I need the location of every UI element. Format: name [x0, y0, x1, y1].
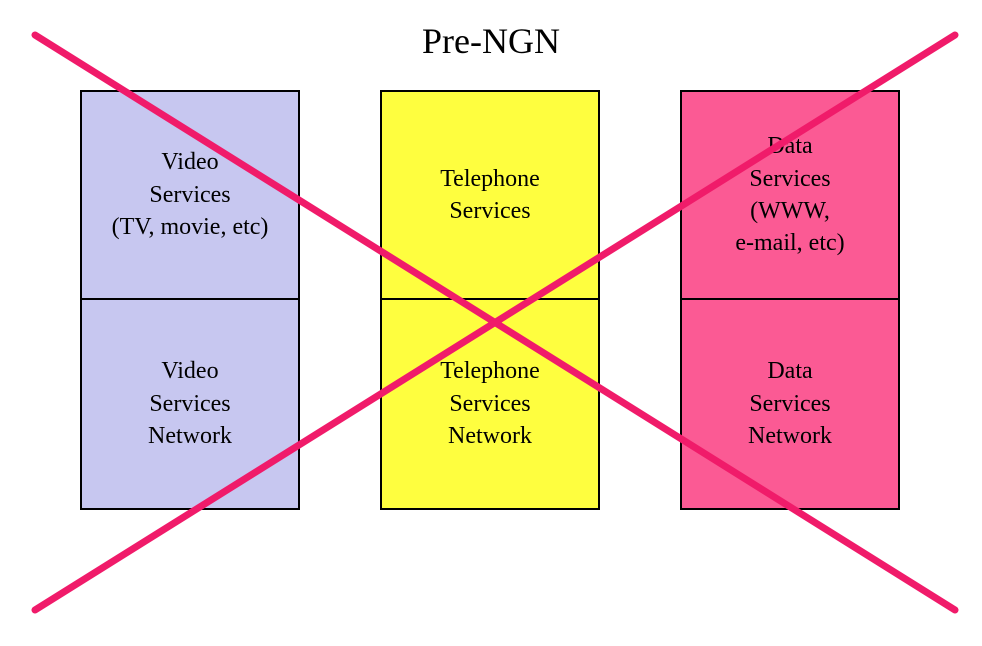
video-services-box: Video Services (TV, movie, etc) — [80, 90, 300, 300]
diagram-title: Pre-NGN — [0, 20, 982, 62]
column-data: Data Services (WWW, e-mail, etc) Data Se… — [680, 90, 900, 510]
telephone-network-box: Telephone Services Network — [380, 300, 600, 510]
telephone-services-box: Telephone Services — [380, 90, 600, 300]
data-services-box: Data Services (WWW, e-mail, etc) — [680, 90, 900, 300]
column-video: Video Services (TV, movie, etc) Video Se… — [80, 90, 300, 510]
data-network-box: Data Services Network — [680, 300, 900, 510]
video-network-box: Video Services Network — [80, 300, 300, 510]
column-telephone: Telephone Services Telephone Services Ne… — [380, 90, 600, 510]
